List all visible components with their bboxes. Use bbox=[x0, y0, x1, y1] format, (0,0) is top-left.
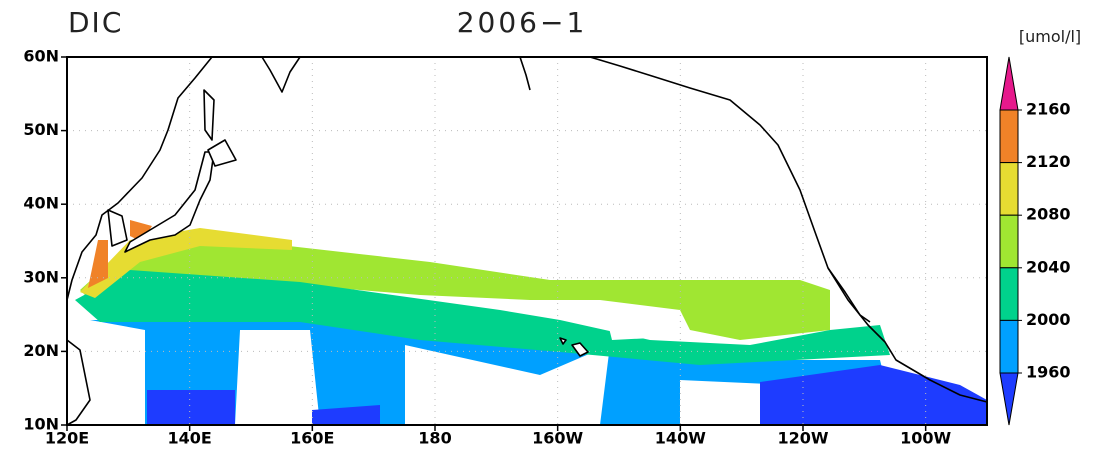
asia-coast bbox=[66, 56, 213, 301]
y-tick-label: 10N bbox=[23, 415, 59, 434]
colorbar: 2160 2120 2080 2040 2000 1960 bbox=[999, 56, 1071, 426]
kamchatka bbox=[261, 56, 301, 93]
axes: 120E 140E 160E 180 160W 140W 120W 100W 60N 50N 40N… bbox=[23, 47, 951, 448]
title-left: DIC bbox=[68, 6, 123, 39]
colorbar-label: 1960 bbox=[1026, 363, 1071, 382]
y-tick-label: 20N bbox=[23, 341, 59, 360]
colorbar-segment bbox=[999, 162, 1019, 216]
hokkaido bbox=[207, 139, 237, 167]
dic-region bbox=[75, 270, 890, 365]
north-america-coast bbox=[519, 56, 988, 403]
y-tick-label: 30N bbox=[23, 267, 59, 286]
y-tick-label: 60N bbox=[23, 47, 59, 66]
dic-region bbox=[147, 365, 987, 425]
dic-region bbox=[90, 320, 987, 425]
colorbar-label: 2160 bbox=[1026, 100, 1071, 119]
baja bbox=[827, 267, 871, 323]
missing-area bbox=[605, 312, 690, 340]
x-tick-label: 160W bbox=[532, 429, 583, 448]
philippines bbox=[66, 339, 91, 426]
grid bbox=[67, 57, 987, 425]
plot-frame bbox=[66, 56, 988, 426]
colorbar-label: 2120 bbox=[1026, 152, 1071, 171]
x-tick-label: 160E bbox=[290, 429, 334, 448]
dic-fields bbox=[75, 220, 987, 425]
x-tick-label: 140E bbox=[168, 429, 212, 448]
colorbar-label: 2000 bbox=[1026, 310, 1071, 329]
dic-region bbox=[88, 220, 152, 288]
colorbar-cap bbox=[999, 372, 1019, 426]
x-tick-label: 120E bbox=[45, 429, 89, 448]
x-tick-label: 140W bbox=[655, 429, 706, 448]
colorbar-segment bbox=[999, 109, 1019, 164]
y-tick-label: 50N bbox=[23, 120, 59, 139]
coastlines bbox=[66, 56, 988, 426]
x-tick-label: 100W bbox=[900, 429, 951, 448]
x-tick-label: 180 bbox=[418, 429, 451, 448]
colorbar-segment bbox=[999, 267, 1019, 321]
title-center: 2006−1 bbox=[457, 6, 588, 39]
hawaii bbox=[559, 337, 589, 357]
colorbar-label: 2080 bbox=[1026, 205, 1071, 224]
units-label: [umol/l] bbox=[1019, 27, 1081, 46]
korea bbox=[107, 209, 128, 247]
y-tick-label: 40N bbox=[23, 194, 59, 213]
sakhalin bbox=[203, 89, 215, 141]
colorbar-segment bbox=[999, 214, 1019, 269]
dic-region bbox=[80, 245, 830, 340]
colorbar-label: 2040 bbox=[1026, 257, 1071, 276]
x-tick-label: 120W bbox=[777, 429, 828, 448]
colorbar-segment bbox=[999, 319, 1019, 374]
colorbar-cap bbox=[999, 56, 1019, 111]
